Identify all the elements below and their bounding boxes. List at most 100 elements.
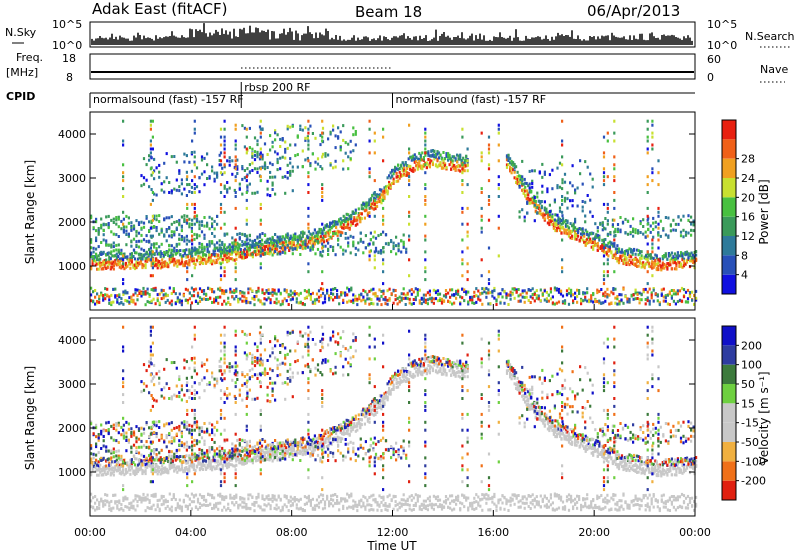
power-cell [321,191,323,194]
power-cell [151,253,153,256]
freq-right-tick-bottom: 0 [707,71,714,84]
power-cell [166,176,168,179]
power-cell [376,298,378,301]
power-cell [173,188,175,191]
power-cell [467,301,469,304]
power-cell [647,291,649,294]
power-cell [122,163,124,166]
power-colorbar-label: Power [dB] [757,179,771,244]
power-cell [405,303,407,306]
power-cell [614,288,616,291]
power-cell [211,288,213,291]
power-cell [307,128,309,131]
power-cell [183,237,185,240]
power-cell [359,220,361,223]
power-cell [186,239,188,242]
power-cell [377,251,379,254]
power-cell [362,289,364,292]
power-cell [235,175,237,178]
power-cell [374,254,376,257]
power-cell [290,290,292,293]
power-cell [239,183,241,186]
power-cell [220,274,222,277]
power-cell [355,133,357,136]
power-cell [572,204,574,207]
power-cell [342,139,344,142]
power-cell [217,254,219,257]
power-cell [356,298,358,301]
power-cell [364,217,366,220]
power-cell [467,270,469,273]
power-cell [576,238,578,241]
power-cell [216,261,218,264]
power-cell [140,227,142,230]
power-cell [671,267,673,270]
power-cell [518,294,520,297]
power-cell [622,221,624,224]
power-cell [113,249,115,252]
power-cell [473,291,475,294]
velocity-cell [129,473,131,476]
power-cell [483,290,485,293]
power-cell [135,240,137,243]
power-cell [660,235,662,238]
power-cell [103,251,105,254]
power-cell [98,295,100,298]
power-cell [272,254,274,257]
power-cell [103,239,105,242]
power-cell [312,132,314,135]
power-cell [136,294,138,297]
power-cell [570,294,572,297]
power-cell [194,132,196,135]
power-cell [115,244,117,247]
power-cell [336,293,338,296]
nsky-tick-bottom: 10^0 [52,39,82,52]
power-cell [408,151,410,154]
power-cell [600,302,602,305]
power-cell [104,293,106,296]
power-cell [647,299,649,302]
power-cell [524,301,526,304]
power-cell [310,298,312,301]
power-cell [632,230,634,233]
power-cell [100,226,102,229]
power-cell [413,302,415,305]
power-cell [638,265,640,268]
power-cell [566,207,568,210]
power-cell [198,246,200,249]
power-cell [173,230,175,233]
power-cell [209,216,211,219]
power-cell [663,295,665,298]
power-cell [505,296,507,299]
power-cell [452,159,454,162]
power-cell [431,297,433,300]
power-cell [647,148,649,151]
power-cell [550,291,552,294]
power-cell [284,175,286,178]
power-cell [149,301,151,304]
power-cell [639,301,641,304]
power-cell [538,297,540,300]
power-cell [572,164,574,167]
power-cell [327,248,329,251]
power-cell [561,178,563,181]
power-cell [651,294,653,297]
power-cell [173,287,175,290]
power-cell [340,130,342,133]
power-cell [663,300,665,303]
power-cell [224,187,226,190]
power-cell [576,301,578,304]
power-cell [193,238,195,241]
power-cell [382,290,384,293]
power-cell [613,167,615,170]
power-cell [657,223,659,226]
power-cell [328,238,330,241]
power-cell [277,168,279,171]
power-cell [568,303,570,306]
power-cell [312,152,314,155]
power-cell [584,292,586,295]
power-cell [384,298,386,301]
velocity-cell [141,464,143,467]
power-cell [220,171,222,174]
